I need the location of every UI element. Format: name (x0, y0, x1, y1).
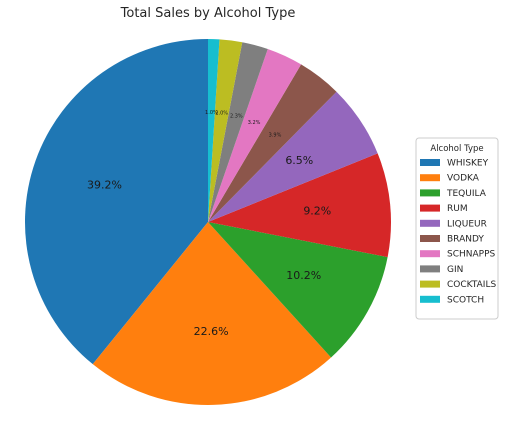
pct-label-cocktails: 2.0% (215, 111, 228, 117)
legend-swatch-liqueur (420, 219, 440, 227)
legend-swatch-cocktails (420, 280, 440, 288)
pie-slice-schnapps (208, 49, 302, 222)
pct-label-rum: 9.2% (303, 205, 331, 218)
pie-slices (24, 39, 391, 406)
pct-label-vodka: 22.6% (194, 325, 229, 338)
legend-swatch-vodka (420, 174, 440, 182)
pct-label-tequila: 10.2% (286, 269, 321, 282)
legend-label-scotch: SCOTCH (447, 295, 484, 305)
pie-slice-brandy (208, 64, 337, 223)
pct-label-whiskey: 39.2% (87, 178, 122, 191)
legend-swatch-schnapps (420, 250, 440, 258)
legend-swatch-whiskey (420, 159, 440, 166)
pct-label-brandy: 3.9% (269, 133, 282, 139)
legend-title: Alcohol Type (430, 144, 483, 154)
legend-box (415, 137, 499, 320)
legend: Alcohol Type WHISKEY VODKA TEQUILA RUM LIQUEU… (415, 137, 499, 320)
legend-label-rum: RUM (447, 204, 468, 214)
legend-label-brandy: BRANDY (447, 235, 484, 245)
legend-swatch-brandy (420, 235, 440, 242)
legend-swatch-tequila (420, 189, 440, 197)
percent-labels: 39.2% 22.6% 10.2% 9.2% 6.5% 3.9% 3.2% 2.3%2.0%1… (87, 110, 331, 338)
legend-label-liqueur: LIQUEUR (447, 219, 487, 229)
legend-label-schnapps: SCHNAPPS (447, 250, 496, 260)
pct-label-liqueur: 6.5% (285, 154, 313, 167)
pct-label-schnapps: 3.2% (248, 120, 261, 126)
pie-slice-scotch (208, 39, 220, 222)
pie-slice-vodka (92, 222, 332, 406)
chart-title: Total Sales by Alcohol Type (120, 6, 296, 21)
legend-swatch-gin (420, 265, 440, 273)
legend-label-vodka: VODKA (447, 174, 480, 184)
pie-slice-gin (208, 42, 268, 223)
pct-label-scotch: 1.0% (205, 110, 218, 116)
legend-swatch-scotch (420, 295, 440, 303)
legend-swatch-rum (420, 204, 440, 212)
pie-slice-liqueur (208, 91, 378, 222)
legend-label-cocktails: COCKTAILS (447, 280, 496, 290)
legend-label-whiskey: WHISKEY (447, 159, 489, 169)
pie-slice-tequila (208, 222, 388, 358)
legend-label-gin: GIN (447, 265, 463, 275)
pie-slice-rum (208, 153, 391, 258)
pie-slice-cocktails (208, 39, 243, 222)
legend-label-tequila: TEQUILA (446, 189, 487, 199)
pct-label-gin: 2.3% (230, 113, 243, 119)
pie-slice-whiskey (24, 39, 208, 365)
